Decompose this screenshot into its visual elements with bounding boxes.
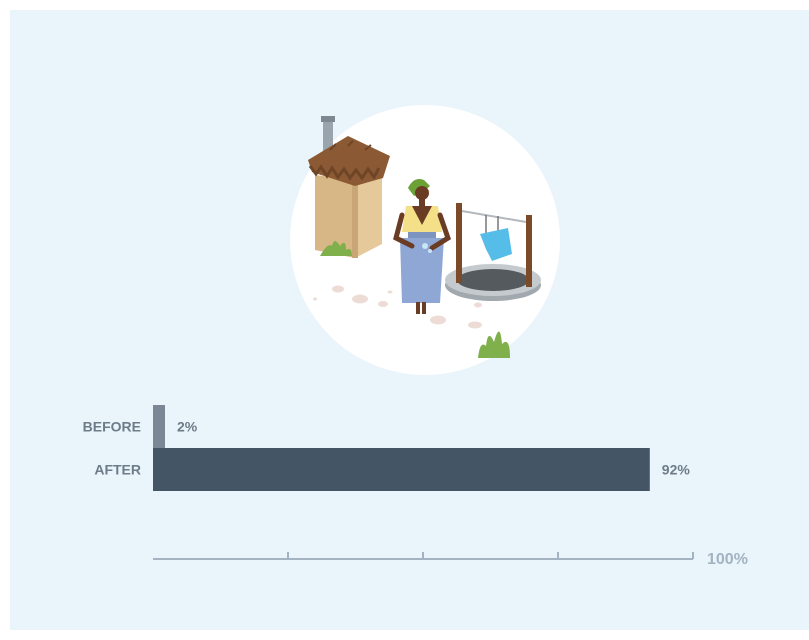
value-label-after: 92% (662, 462, 691, 478)
category-label-before: BEFORE (83, 419, 141, 435)
latrine-hut (308, 116, 390, 258)
woman-figure (393, 179, 452, 314)
bars-group: BEFORE 2% AFTER 92% (83, 405, 691, 491)
chart-card: BEFORE 2% AFTER 92% 100% (10, 10, 809, 630)
value-label-before: 2% (177, 419, 198, 435)
grass-left (320, 241, 352, 256)
bucket-icon (480, 228, 512, 261)
x-axis: 100% (153, 551, 748, 568)
bar-after (153, 448, 650, 491)
water-well (445, 203, 541, 301)
axis-end-label: 100% (707, 551, 748, 568)
ground-stones (313, 285, 482, 329)
bar-before (153, 405, 165, 448)
category-label-after: AFTER (94, 462, 141, 478)
bar-chart: BEFORE 2% AFTER 92% 100% (83, 105, 748, 568)
grass-right (478, 331, 510, 358)
woman-with-latrine-and-well-illustration (290, 105, 560, 375)
